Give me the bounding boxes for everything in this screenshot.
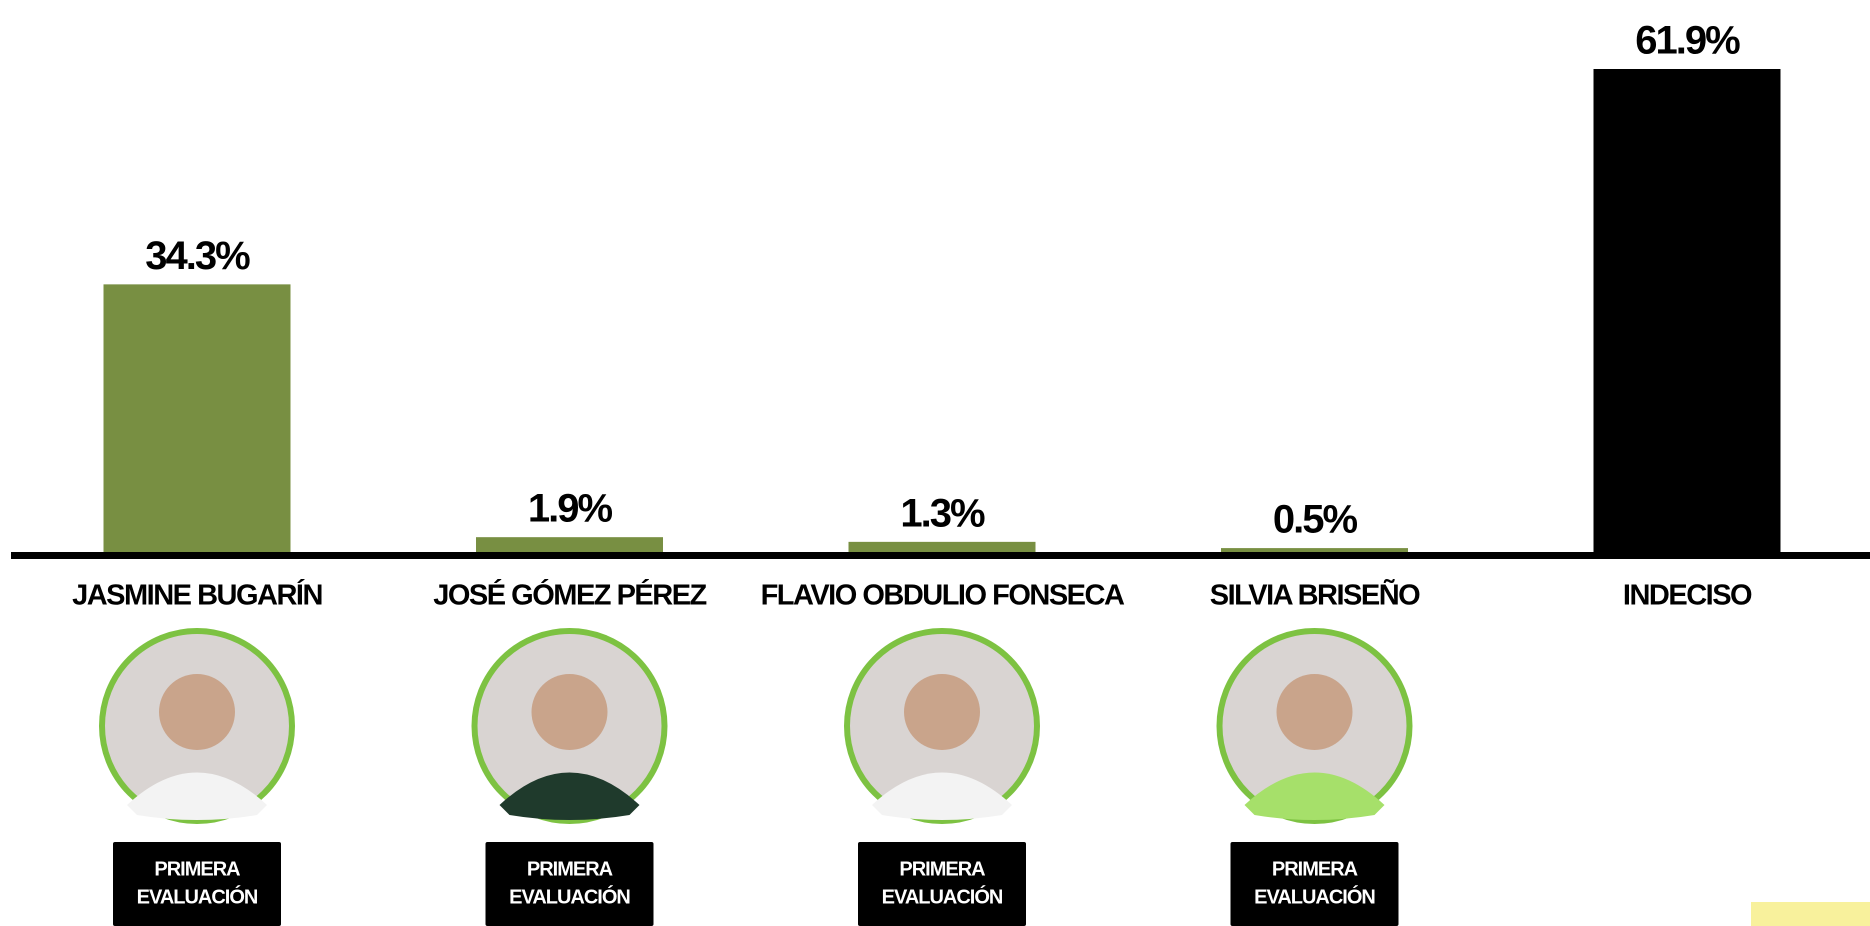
- badge-text: PRIMERA: [154, 858, 240, 880]
- category-label: FLAVIO OBDULIO FONSECA: [761, 580, 1125, 612]
- corner-decoration: [1751, 902, 1870, 926]
- category-label: INDECISO: [1623, 580, 1752, 612]
- value-label: 34.3%: [145, 234, 250, 278]
- value-label: 1.9%: [528, 487, 613, 531]
- value-label: 1.3%: [900, 491, 985, 535]
- bar: [1221, 548, 1408, 552]
- badge: [113, 842, 281, 926]
- value-label: 61.9%: [1635, 19, 1740, 63]
- category-label: JOSÉ GÓMEZ PÉREZ: [433, 578, 706, 612]
- photo-body: [127, 772, 267, 820]
- photo-body: [499, 772, 640, 820]
- axis-line: [11, 552, 1870, 559]
- bar: [1593, 69, 1781, 552]
- photo-face: [159, 674, 235, 750]
- badge-text: EVALUACIÓN: [509, 884, 630, 908]
- badge-text: EVALUACIÓN: [137, 884, 258, 908]
- photo-face: [1276, 674, 1353, 750]
- badge-text: PRIMERA: [899, 858, 985, 880]
- badge-text: EVALUACIÓN: [882, 884, 1003, 908]
- photo-face: [904, 674, 980, 750]
- photo-body: [872, 772, 1012, 820]
- value-label: 0.5%: [1273, 498, 1358, 542]
- badge: [858, 842, 1026, 926]
- badge: [485, 842, 654, 926]
- bar: [103, 284, 291, 552]
- photo-face: [531, 674, 608, 750]
- photo-body: [1244, 772, 1385, 820]
- badge-text: PRIMERA: [527, 858, 613, 880]
- badge-text: EVALUACIÓN: [1254, 884, 1375, 908]
- category-label: SILVIA BRISEÑO: [1210, 578, 1420, 612]
- category-label: JASMINE BUGARÍN: [72, 578, 322, 612]
- badge: [1230, 842, 1399, 926]
- badge-text: PRIMERA: [1272, 858, 1358, 880]
- bar: [848, 541, 1036, 552]
- bar: [476, 537, 663, 552]
